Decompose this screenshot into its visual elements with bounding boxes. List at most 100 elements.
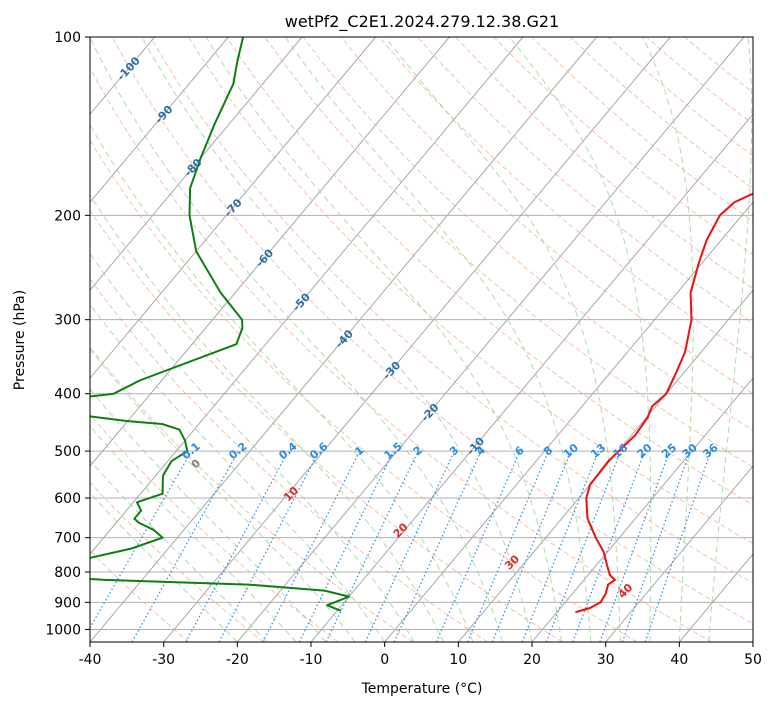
mixing-ratio-line bbox=[599, 450, 671, 642]
moist-adiabat-line bbox=[90, 303, 386, 642]
moist-adiabat-line bbox=[90, 348, 356, 642]
y-tick-label: 900 bbox=[54, 595, 81, 611]
mixing-ratio-line bbox=[435, 450, 521, 642]
mixing-ratio-label: 1 bbox=[352, 444, 366, 459]
y-tick-label: 300 bbox=[54, 313, 81, 329]
mixing-ratio-line bbox=[298, 450, 394, 642]
mixing-ratio-label: 0.2 bbox=[226, 440, 249, 462]
isotherm-line bbox=[163, 37, 671, 642]
dry-adiabat-line bbox=[417, 37, 753, 324]
temperature-profile bbox=[575, 192, 753, 614]
dry-adiabat-line bbox=[264, 37, 753, 468]
moist-adiabat-line bbox=[708, 37, 753, 642]
isotherm-line bbox=[90, 37, 303, 291]
mixing-ratio-label: 30 bbox=[680, 441, 700, 461]
isotherm-line bbox=[605, 465, 753, 642]
dry-adiabat-line bbox=[90, 278, 488, 642]
mixing-ratio-line bbox=[185, 450, 289, 642]
x-tick-label: -30 bbox=[152, 652, 175, 668]
moist-adiabat-line bbox=[90, 37, 503, 642]
moist-adiabat-line bbox=[509, 37, 652, 642]
dry-adiabat-line bbox=[493, 37, 753, 256]
x-tick-label: -10 bbox=[300, 652, 323, 668]
isotherm-line bbox=[310, 113, 753, 642]
mixing-ratio-line bbox=[325, 450, 419, 642]
mixing-ratio-line bbox=[90, 450, 192, 629]
mixing-ratio-line bbox=[572, 450, 646, 642]
dry-adiabat-line bbox=[90, 66, 712, 642]
isotherm-line bbox=[90, 37, 229, 203]
y-axis-title: Pressure (hPa) bbox=[12, 290, 28, 390]
dry-adiabat-line bbox=[90, 549, 190, 642]
mixing-ratio-label: 0.4 bbox=[276, 440, 300, 463]
y-axis: 100 200 300 400 500 600 700 800 900 1000 bbox=[45, 30, 90, 638]
x-tick-label: -40 bbox=[79, 652, 102, 668]
mixing-ratio-label: 0.6 bbox=[307, 440, 331, 463]
mixing-ratio-line bbox=[621, 450, 691, 642]
dry-adiabat-line bbox=[378, 37, 753, 359]
y-tick-label: 800 bbox=[54, 565, 81, 581]
mixing-ratio-label: 20 bbox=[635, 441, 655, 461]
moist-adiabat-line bbox=[205, 37, 562, 642]
isotherm-line bbox=[384, 201, 753, 642]
dry-adiabat-line bbox=[531, 37, 753, 222]
isotherm-label: -100 bbox=[115, 54, 144, 83]
x-tick-label: 30 bbox=[597, 652, 615, 668]
isotherm-line bbox=[236, 37, 745, 642]
dry-adiabat-line bbox=[455, 37, 753, 290]
y-tick-label: 400 bbox=[54, 387, 81, 403]
mixing-ratio-line bbox=[364, 450, 455, 642]
mixing-ratio-line bbox=[521, 450, 600, 642]
dry-adiabat-line bbox=[188, 37, 753, 545]
y-tick-label: 200 bbox=[54, 208, 81, 224]
x-tick-label: 0 bbox=[380, 652, 389, 668]
x-axis: -40 -30 -20 -10 0 10 20 30 40 50 bbox=[79, 642, 762, 668]
mixing-ratio-label: 8 bbox=[541, 444, 555, 459]
dry-adiabat-line bbox=[90, 209, 563, 642]
plot-area bbox=[0, 37, 753, 642]
y-tick-label: 100 bbox=[54, 30, 81, 46]
x-tick-label: 40 bbox=[670, 652, 688, 668]
isotherm-line bbox=[90, 37, 450, 467]
moist-adiabat-line bbox=[384, 37, 621, 642]
moist-adiabat-line bbox=[90, 388, 327, 642]
mixing-ratio-line bbox=[218, 450, 320, 642]
mixing-ratio-label: 25 bbox=[659, 441, 679, 461]
x-axis-title: Temperature (°C) bbox=[361, 681, 483, 697]
dry-adiabat-label: 10 bbox=[281, 484, 301, 504]
mixing-ratio-label: 13 bbox=[588, 441, 608, 461]
x-tick-label: 10 bbox=[449, 652, 467, 668]
moist-adiabat-line bbox=[90, 252, 415, 642]
dry-adiabat-line bbox=[646, 37, 753, 125]
isotherm-line bbox=[90, 37, 377, 379]
mixing-ratio-line bbox=[262, 450, 361, 642]
dry-adiabat-line bbox=[340, 37, 753, 395]
y-tick-label: 1000 bbox=[45, 622, 81, 638]
x-tick-label: -20 bbox=[226, 652, 249, 668]
y-tick-label: 600 bbox=[54, 491, 81, 507]
isotherm-line bbox=[531, 377, 753, 642]
mixing-ratio-line bbox=[491, 450, 572, 642]
mixing-ratio-label: 2 bbox=[411, 444, 425, 459]
isotherm-line bbox=[90, 37, 598, 642]
y-tick-label: 500 bbox=[54, 444, 81, 460]
mixing-ratio-line bbox=[393, 450, 482, 642]
y-tick-label: 700 bbox=[54, 531, 81, 547]
mixing-ratio-line bbox=[545, 450, 622, 642]
moist-adiabat-line bbox=[141, 37, 533, 642]
dry-adiabat-line bbox=[226, 37, 753, 506]
isotherm-line bbox=[0, 37, 7, 642]
mixing-ratio-label: 10 bbox=[561, 441, 581, 461]
mixing-ratio-line bbox=[131, 450, 239, 642]
x-tick-label: 50 bbox=[744, 652, 762, 668]
x-tick-label: 20 bbox=[523, 652, 541, 668]
mixing-ratio-label: 3 bbox=[447, 444, 461, 459]
dry-adiabat-line bbox=[90, 481, 264, 642]
dry-adiabat-line bbox=[149, 37, 753, 584]
moist-adiabat-line bbox=[284, 37, 592, 642]
isotherm-line bbox=[90, 37, 524, 555]
mixing-ratio-line bbox=[466, 450, 549, 642]
dry-adiabat-line bbox=[569, 37, 753, 190]
chart-title: wetPf2_C2E1.2024.279.12.38.G21 bbox=[285, 12, 559, 32]
